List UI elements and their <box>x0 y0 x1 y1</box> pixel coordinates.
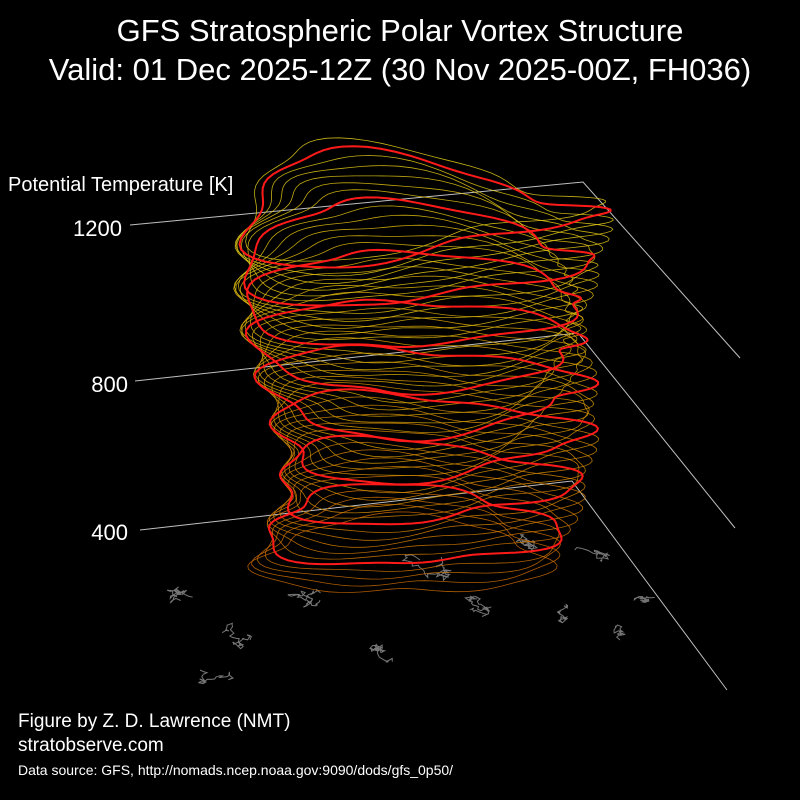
isosurface-contour <box>258 324 587 417</box>
isosurface-contour <box>240 182 604 297</box>
coastline-map <box>166 534 655 685</box>
highlight-contour <box>268 388 600 486</box>
isosurface-contour <box>240 242 588 341</box>
isosurface-contour <box>264 361 595 458</box>
z-tick-label-1200: 1200 <box>73 216 122 241</box>
coastline-segment <box>369 643 393 663</box>
grid-line-400 <box>139 480 728 691</box>
isosurface-contour <box>270 396 600 494</box>
highlight-contour <box>246 248 583 349</box>
coastline-segment <box>574 546 610 563</box>
isosurface-contour <box>240 275 582 371</box>
coastline-segment <box>464 595 492 617</box>
coastline-segment <box>556 603 569 624</box>
highlight-contour <box>243 196 596 307</box>
chart-subtitle: Valid: 01 Dec 2025-12Z (30 Nov 2025-00Z,… <box>48 52 752 87</box>
isosurface-contour <box>279 441 586 533</box>
coastline-segment <box>166 586 193 604</box>
vortex-isosurface <box>233 137 614 593</box>
website-credit: stratobserve.com <box>18 735 164 756</box>
coastline-segment <box>613 624 626 641</box>
z-tick-label-400: 400 <box>91 520 128 545</box>
isosurface-contour <box>251 503 561 587</box>
isosurface-contour <box>235 235 594 335</box>
highlight-contour <box>238 145 612 269</box>
isosurface-contour <box>235 155 614 277</box>
coastline-segment <box>197 669 234 685</box>
coastline-segment <box>221 622 252 650</box>
isosurface-contour <box>252 307 587 404</box>
isosurface-contour <box>266 466 579 555</box>
isosurface-contour <box>281 422 586 514</box>
highlight-contour <box>245 298 589 396</box>
isosurface-contour <box>250 257 583 356</box>
author-credit: Figure by Z. D. Lawrence (NMT) <box>18 711 291 732</box>
highlight-contour <box>253 343 600 443</box>
coastline-segment <box>401 554 452 582</box>
isosurface-contour <box>257 496 561 580</box>
isosurface-contour <box>273 375 590 470</box>
isosurface-contour <box>270 382 596 476</box>
coastline-segment <box>287 588 321 608</box>
isosurface-contour <box>245 137 607 262</box>
isosurface-contour <box>268 457 583 548</box>
chart-title: GFS Stratospheric Polar Vortex Structure <box>116 13 684 48</box>
highlight-contour <box>278 434 584 526</box>
isosurface-contour <box>273 404 598 501</box>
isosurface-contour <box>239 284 584 377</box>
highlight-contour <box>268 483 563 566</box>
coastline-segment <box>633 596 655 603</box>
z-axis-label: Potential Temperature [K] <box>8 174 234 196</box>
coastline-segment <box>515 534 539 552</box>
data-source-credit: Data source: GFS, http://nomads.ncep.noa… <box>18 762 454 778</box>
isosurface-contour <box>259 316 584 411</box>
z-tick-label-800: 800 <box>91 372 128 397</box>
